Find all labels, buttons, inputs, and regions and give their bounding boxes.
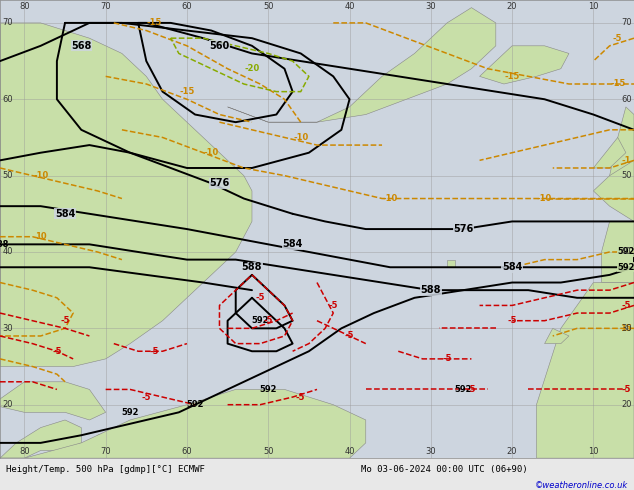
Text: 10: 10 (588, 2, 598, 11)
Text: 60: 60 (181, 447, 192, 456)
Text: -5: -5 (328, 301, 338, 310)
Text: -15: -15 (610, 79, 625, 89)
Polygon shape (593, 138, 626, 168)
Polygon shape (0, 390, 366, 458)
Text: 592: 592 (121, 408, 139, 417)
Text: 10: 10 (588, 447, 598, 456)
Text: 576: 576 (209, 178, 230, 188)
Polygon shape (593, 160, 634, 221)
Text: -10: -10 (33, 171, 48, 180)
Text: 20: 20 (507, 2, 517, 11)
Text: -10: -10 (293, 133, 308, 142)
Polygon shape (545, 328, 569, 343)
Text: 50: 50 (263, 2, 273, 11)
Text: 592: 592 (259, 385, 277, 394)
Text: 584: 584 (502, 262, 522, 272)
Text: 30: 30 (3, 324, 13, 333)
Polygon shape (447, 260, 455, 267)
Text: 15: 15 (620, 324, 631, 333)
Text: Height/Temp. 500 hPa [gdmp][°C] ECMWF: Height/Temp. 500 hPa [gdmp][°C] ECMWF (6, 465, 205, 474)
Text: -1: -1 (621, 156, 631, 165)
Text: ©weatheronline.co.uk: ©weatheronline.co.uk (534, 481, 628, 490)
Text: 30: 30 (621, 324, 631, 333)
Text: 30: 30 (425, 2, 436, 11)
Text: 50: 50 (621, 171, 631, 180)
Text: 588: 588 (420, 285, 441, 295)
Text: 592: 592 (251, 316, 269, 325)
Text: 20: 20 (507, 447, 517, 456)
Text: -5: -5 (621, 385, 631, 394)
Text: -20: -20 (244, 64, 259, 73)
Polygon shape (81, 420, 162, 458)
Text: 40: 40 (621, 247, 631, 256)
Text: -15: -15 (146, 19, 162, 27)
Text: -15: -15 (505, 72, 520, 81)
Text: 70: 70 (621, 19, 631, 27)
Polygon shape (0, 382, 106, 420)
Text: 592: 592 (617, 247, 634, 256)
Text: -5: -5 (621, 301, 631, 310)
Text: -5: -5 (141, 392, 151, 402)
Polygon shape (0, 420, 81, 458)
Text: 592: 592 (617, 263, 634, 272)
Text: -5: -5 (256, 294, 265, 302)
Text: -10: -10 (382, 194, 398, 203)
Polygon shape (0, 23, 252, 367)
Text: Mo 03-06-2024 00:00 UTC (06+90): Mo 03-06-2024 00:00 UTC (06+90) (361, 465, 528, 474)
Text: -5: -5 (443, 354, 452, 364)
Text: 576: 576 (453, 224, 474, 234)
Text: 20: 20 (3, 400, 13, 409)
Text: -5: -5 (345, 331, 354, 341)
Text: 584: 584 (55, 209, 75, 219)
Text: 30: 30 (425, 447, 436, 456)
Polygon shape (536, 283, 634, 458)
Text: -5: -5 (467, 385, 476, 394)
Text: 60: 60 (3, 95, 13, 104)
Text: -5: -5 (264, 316, 273, 325)
Text: 40: 40 (3, 247, 13, 256)
Text: 60: 60 (621, 95, 631, 104)
Text: 50: 50 (3, 171, 13, 180)
Text: -15: -15 (179, 87, 195, 96)
Polygon shape (610, 107, 634, 175)
Text: -5: -5 (507, 316, 517, 325)
Polygon shape (602, 221, 634, 283)
Text: 40: 40 (344, 447, 355, 456)
Text: 592: 592 (455, 385, 472, 394)
Text: -5: -5 (613, 34, 623, 43)
Text: -10: -10 (537, 194, 552, 203)
Text: -5: -5 (296, 392, 306, 402)
Text: 80: 80 (19, 2, 30, 11)
Text: -5: -5 (60, 316, 70, 325)
Text: 70: 70 (3, 19, 13, 27)
Polygon shape (479, 46, 569, 84)
Text: -5: -5 (150, 347, 159, 356)
Text: 560: 560 (209, 41, 230, 51)
Text: 70: 70 (100, 2, 111, 11)
Text: 70: 70 (100, 447, 111, 456)
Text: 20: 20 (621, 400, 631, 409)
Text: 568: 568 (71, 41, 91, 51)
Text: -10: -10 (204, 148, 219, 157)
Text: 40: 40 (344, 2, 355, 11)
Text: 592: 592 (186, 400, 204, 409)
Text: 588: 588 (242, 262, 262, 272)
Polygon shape (228, 8, 496, 122)
Text: 584: 584 (282, 239, 303, 249)
Text: 10: 10 (35, 232, 46, 241)
Text: -5: -5 (52, 347, 61, 356)
Text: 588: 588 (0, 240, 9, 249)
Text: 80: 80 (19, 447, 30, 456)
Text: 50: 50 (263, 447, 273, 456)
Text: 60: 60 (181, 2, 192, 11)
